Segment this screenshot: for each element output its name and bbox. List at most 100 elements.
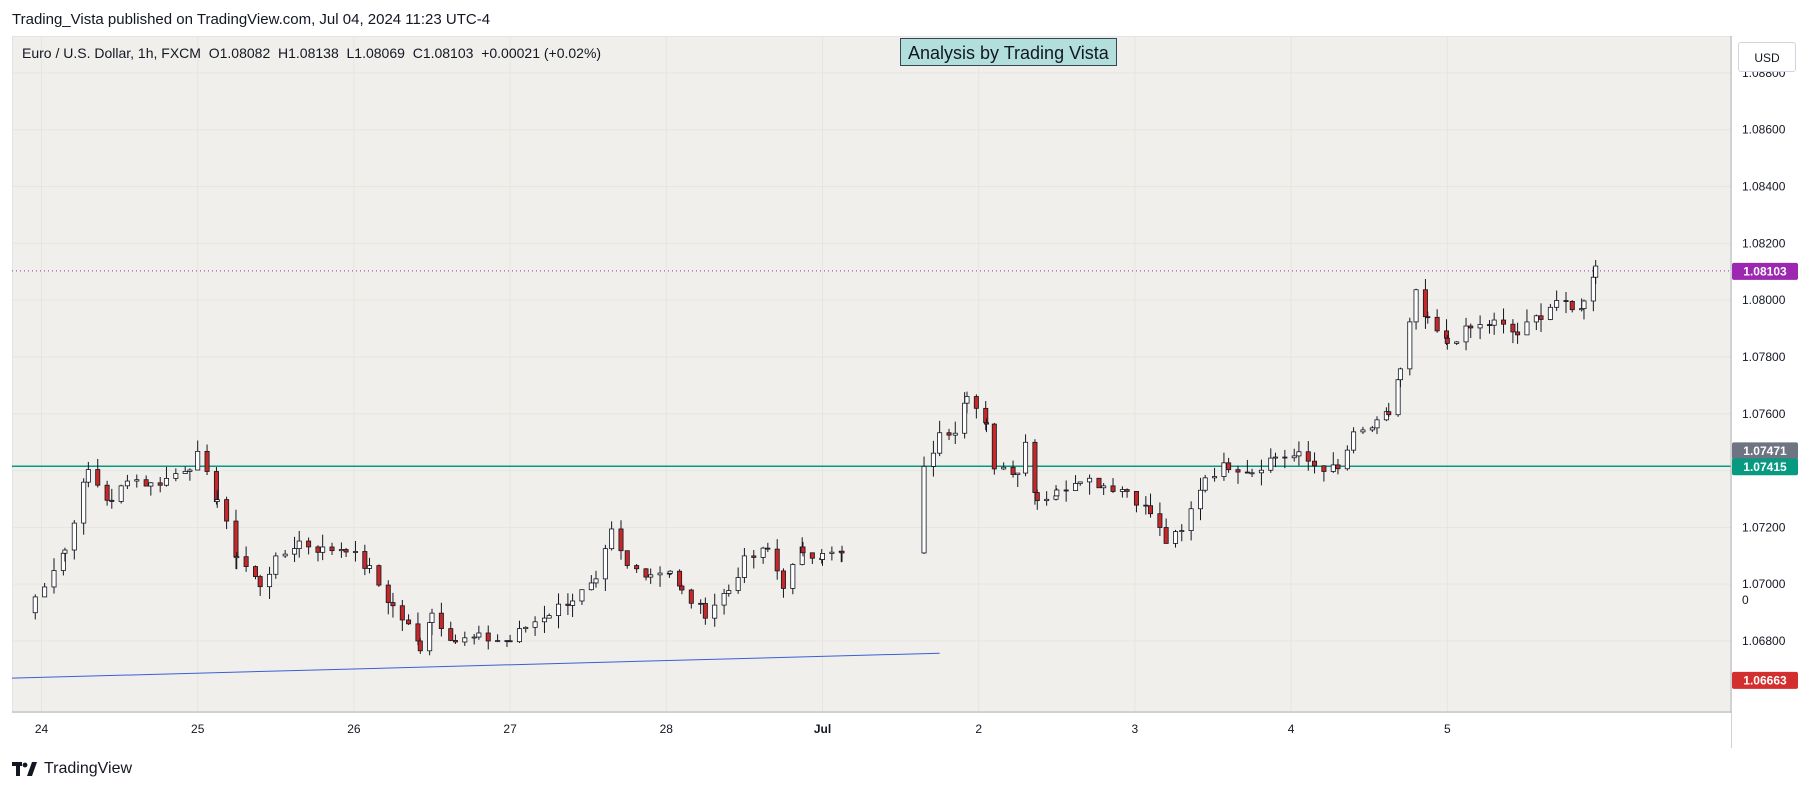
candle-body xyxy=(329,546,335,552)
candle-body xyxy=(991,423,997,470)
y-axis-zero-label: 0 xyxy=(1742,593,1749,607)
candle-body xyxy=(1212,476,1218,479)
candle-body xyxy=(438,612,444,630)
price-chart[interactable]: 1.068001.070001.072001.074001.076001.078… xyxy=(12,36,1803,748)
x-tick-label: 2 xyxy=(975,722,982,736)
y-tick-label: 1.06800 xyxy=(1742,634,1786,648)
candle-body xyxy=(367,565,373,569)
candle-body xyxy=(71,522,77,551)
candle-body xyxy=(1249,472,1255,475)
candle-body xyxy=(800,546,806,554)
candle-body xyxy=(1119,489,1125,492)
candle-body xyxy=(1468,325,1474,329)
legend-symbol: Euro / U.S. Dollar, 1h, FXCM xyxy=(22,45,201,61)
time-axis: 24 25 26 27 28 Jul 2 3 4 5 xyxy=(35,722,1451,736)
x-tick-label: 5 xyxy=(1444,722,1451,736)
candle-body xyxy=(1258,469,1264,474)
candle-body xyxy=(667,570,673,574)
candle-body xyxy=(937,432,943,454)
candle-body xyxy=(1444,337,1450,344)
candle-body xyxy=(1477,324,1483,329)
candle-body xyxy=(352,551,358,553)
last-price-badge-bg xyxy=(1732,262,1798,280)
x-tick-label: 27 xyxy=(503,722,517,736)
candle-body xyxy=(485,632,491,642)
candle-body xyxy=(624,550,630,566)
candle-body xyxy=(32,596,38,614)
candle-body xyxy=(1124,489,1130,492)
candle-body xyxy=(930,452,936,467)
candle-body xyxy=(1268,457,1274,471)
candle-body xyxy=(1554,300,1560,308)
candle-body xyxy=(1454,341,1460,344)
trend-line xyxy=(12,652,940,679)
candle-body xyxy=(964,396,970,404)
y-axis-panel xyxy=(1732,36,1803,748)
y-tick-label: 1.07800 xyxy=(1742,350,1786,364)
candle-body xyxy=(1321,465,1327,472)
candle-body xyxy=(1422,289,1428,318)
price-badge-label: 1.07471 xyxy=(1743,444,1787,458)
candle-body xyxy=(1087,477,1093,483)
candle-body xyxy=(1524,321,1530,336)
last-price-badge-label: 1.08103 xyxy=(1743,264,1787,278)
x-tick-label: 28 xyxy=(660,722,674,736)
candle-body xyxy=(546,615,552,619)
candle-body xyxy=(1330,464,1336,472)
candle-body xyxy=(712,604,718,619)
candle-body xyxy=(679,585,685,591)
candle-body xyxy=(95,469,101,486)
grid-lines xyxy=(12,36,1731,712)
y-tick-label: 1.07200 xyxy=(1742,520,1786,534)
candle-body xyxy=(839,550,845,554)
candle-body xyxy=(983,407,989,424)
candle-body xyxy=(252,566,258,577)
y-tick-label: 1.07600 xyxy=(1742,407,1786,421)
y-tick-label: 1.08400 xyxy=(1742,180,1786,194)
x-tick-label: 3 xyxy=(1132,722,1139,736)
candle-body xyxy=(338,549,344,552)
candle-body xyxy=(1444,330,1450,339)
candle-body xyxy=(1547,306,1553,320)
candle-body xyxy=(1395,379,1401,416)
candle-body xyxy=(602,548,608,580)
candle-body xyxy=(1360,429,1366,433)
candle-body xyxy=(315,546,321,553)
candle-body xyxy=(1179,530,1185,532)
ohlc-legend: Euro / U.S. Dollar, 1h, FXCM O1.08082 H1… xyxy=(22,45,601,61)
candle-body xyxy=(143,479,149,487)
currency-selector[interactable]: USD xyxy=(1738,42,1796,72)
candle-body xyxy=(448,628,454,641)
tradingview-footer: TradingView xyxy=(12,760,132,778)
candle-body xyxy=(1413,289,1419,323)
candle-body xyxy=(273,555,279,575)
candle-body xyxy=(1202,477,1208,491)
candle-body xyxy=(657,572,663,576)
candle-body xyxy=(1023,441,1029,474)
candle-body xyxy=(556,603,562,616)
candle-body xyxy=(362,551,368,569)
candle-body xyxy=(385,584,391,603)
candle-body xyxy=(588,582,594,591)
candle-body xyxy=(541,617,547,623)
candle-body xyxy=(182,471,188,474)
candle-body xyxy=(1312,460,1318,467)
candle-body xyxy=(1034,492,1040,502)
candle-body xyxy=(214,499,220,502)
candle-body xyxy=(1581,300,1587,310)
x-tick-label: 26 xyxy=(347,722,361,736)
candle-body xyxy=(62,549,68,554)
chart-frame xyxy=(12,36,1803,748)
price-badge-bg xyxy=(1732,442,1798,460)
candle-body xyxy=(952,432,958,436)
candle-body xyxy=(1491,319,1497,326)
candle-body xyxy=(243,556,249,567)
candle-body xyxy=(163,478,169,486)
candle-body xyxy=(579,589,585,602)
candle-body xyxy=(1163,527,1169,544)
candle-body xyxy=(765,547,771,550)
candle-body xyxy=(1434,316,1440,332)
candle-body xyxy=(1148,505,1154,515)
candle-body xyxy=(609,528,615,550)
candle-body xyxy=(677,570,683,587)
